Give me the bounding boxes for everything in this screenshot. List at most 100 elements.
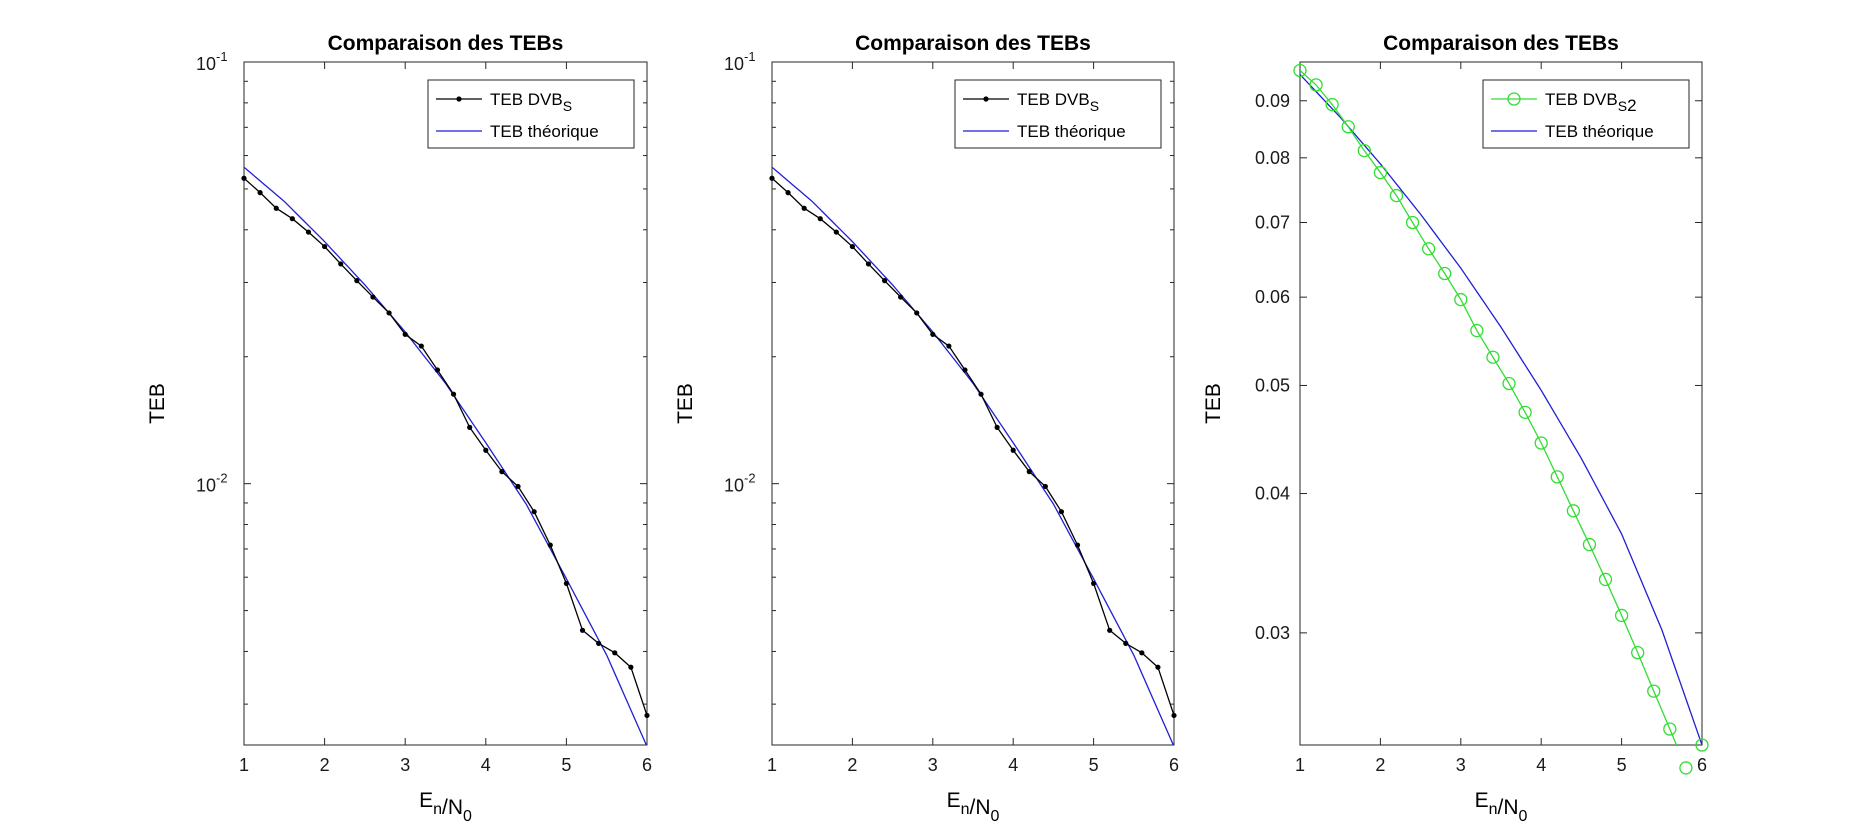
x-tick-label: 3 [928, 755, 938, 775]
data-point [515, 483, 521, 490]
x-tick-label: 4 [1008, 755, 1018, 775]
chart-title: Comparaison des TEBs [855, 32, 1091, 55]
legend-marker [456, 96, 462, 102]
data-point [322, 243, 328, 250]
data-point [817, 216, 823, 222]
data-point [1042, 483, 1048, 490]
data-point [370, 294, 376, 300]
data-point [338, 261, 344, 267]
legend: TEB DVBS TEB théorique [954, 79, 1162, 149]
x-tick-label: 5 [1617, 755, 1627, 775]
data-point [499, 469, 505, 475]
data-point [386, 310, 392, 316]
series-2 [772, 166, 1174, 745]
data-point [978, 391, 984, 397]
series-2 [1300, 74, 1702, 745]
series-line [772, 166, 1174, 745]
data-point [1357, 143, 1371, 158]
y-axis-label: TEB [674, 383, 697, 424]
x-tick-label: 1 [239, 755, 249, 775]
data-point [596, 640, 602, 646]
data-point [1502, 376, 1516, 391]
data-point [914, 310, 920, 316]
legend-box [1482, 79, 1690, 149]
data-point [1550, 470, 1564, 484]
legend-label: TEB théorique [1017, 122, 1126, 141]
series-2 [244, 166, 647, 745]
y-tick-label: 0.03 [1255, 623, 1290, 643]
plot-area [1299, 61, 1703, 746]
x-tick-label: 2 [320, 755, 330, 775]
data-point [1026, 469, 1032, 475]
data-point [1091, 580, 1097, 587]
legend-marker [983, 96, 989, 102]
data-point [644, 712, 650, 719]
data-point [801, 205, 807, 211]
legend-label: TEB théorique [490, 122, 599, 141]
data-point [946, 343, 952, 349]
data-point [547, 542, 553, 548]
data-point [1155, 664, 1161, 670]
data-point [418, 343, 424, 349]
data-point [450, 391, 457, 397]
data-point [1309, 78, 1323, 92]
data-point [1405, 215, 1420, 230]
data-point [769, 175, 775, 181]
data-point [531, 509, 537, 515]
legend-label: TEB théorique [1545, 122, 1654, 141]
data-point [1058, 509, 1065, 515]
x-tick-label: 5 [1089, 755, 1099, 775]
x-tick-label: 2 [1375, 755, 1385, 775]
x-axis-label: En/N0 [1475, 789, 1528, 825]
data-point [434, 367, 441, 373]
data-point [1663, 722, 1677, 736]
data-point [289, 216, 295, 222]
data-point [1171, 712, 1177, 719]
data-point [1123, 640, 1129, 646]
data-point [1373, 165, 1388, 180]
data-point [930, 331, 936, 337]
x-tick-label: 3 [1456, 755, 1466, 775]
data-point [1389, 188, 1404, 203]
data-point [865, 261, 872, 267]
data-point [994, 424, 1000, 430]
y-axis-label: TEB [1202, 383, 1225, 424]
y-tick-label: 0.08 [1255, 148, 1290, 168]
data-point [1566, 504, 1581, 518]
plot-area [771, 61, 1175, 746]
x-tick-label: 6 [642, 755, 652, 775]
data-point [1325, 97, 1339, 112]
data-point [1647, 684, 1661, 698]
y-tick-label: 0.05 [1255, 375, 1290, 395]
series-line [1300, 74, 1702, 745]
chart-title: Comparaison des TEBs [328, 32, 564, 55]
legend: TEB DVBS2 TEB théorique [1482, 79, 1690, 149]
chart-3: 1 2 3 4 5 6 0.03 0.04 0.05 0.06 0.07 0.08 0.09 Compar… [1202, 32, 1709, 825]
series-1 [244, 177, 647, 716]
data-point [1695, 738, 1709, 752]
data-point [483, 447, 489, 453]
data-point [1341, 120, 1355, 134]
data-point [1614, 608, 1629, 623]
y-tick-label: 10-2 [196, 471, 228, 496]
data-point [1293, 63, 1307, 78]
data-point [1074, 542, 1081, 548]
legend-box [954, 79, 1162, 149]
data-point [1534, 436, 1548, 450]
x-tick-label: 5 [561, 755, 571, 775]
x-axis-label: En/N0 [419, 789, 472, 825]
data-point [1582, 537, 1597, 552]
data-point [1598, 572, 1613, 587]
data-point [257, 190, 263, 196]
y-tick-label: 0.07 [1255, 212, 1290, 232]
y-axis-label: TEB [146, 383, 169, 424]
data-point [1518, 405, 1532, 419]
data-point [1470, 323, 1484, 338]
legend-marker [1507, 92, 1521, 106]
series-line [244, 166, 647, 745]
data-point [849, 243, 856, 250]
series-1 [1300, 70, 1702, 745]
legend-box [427, 79, 635, 149]
x-tick-label: 4 [1536, 755, 1546, 775]
